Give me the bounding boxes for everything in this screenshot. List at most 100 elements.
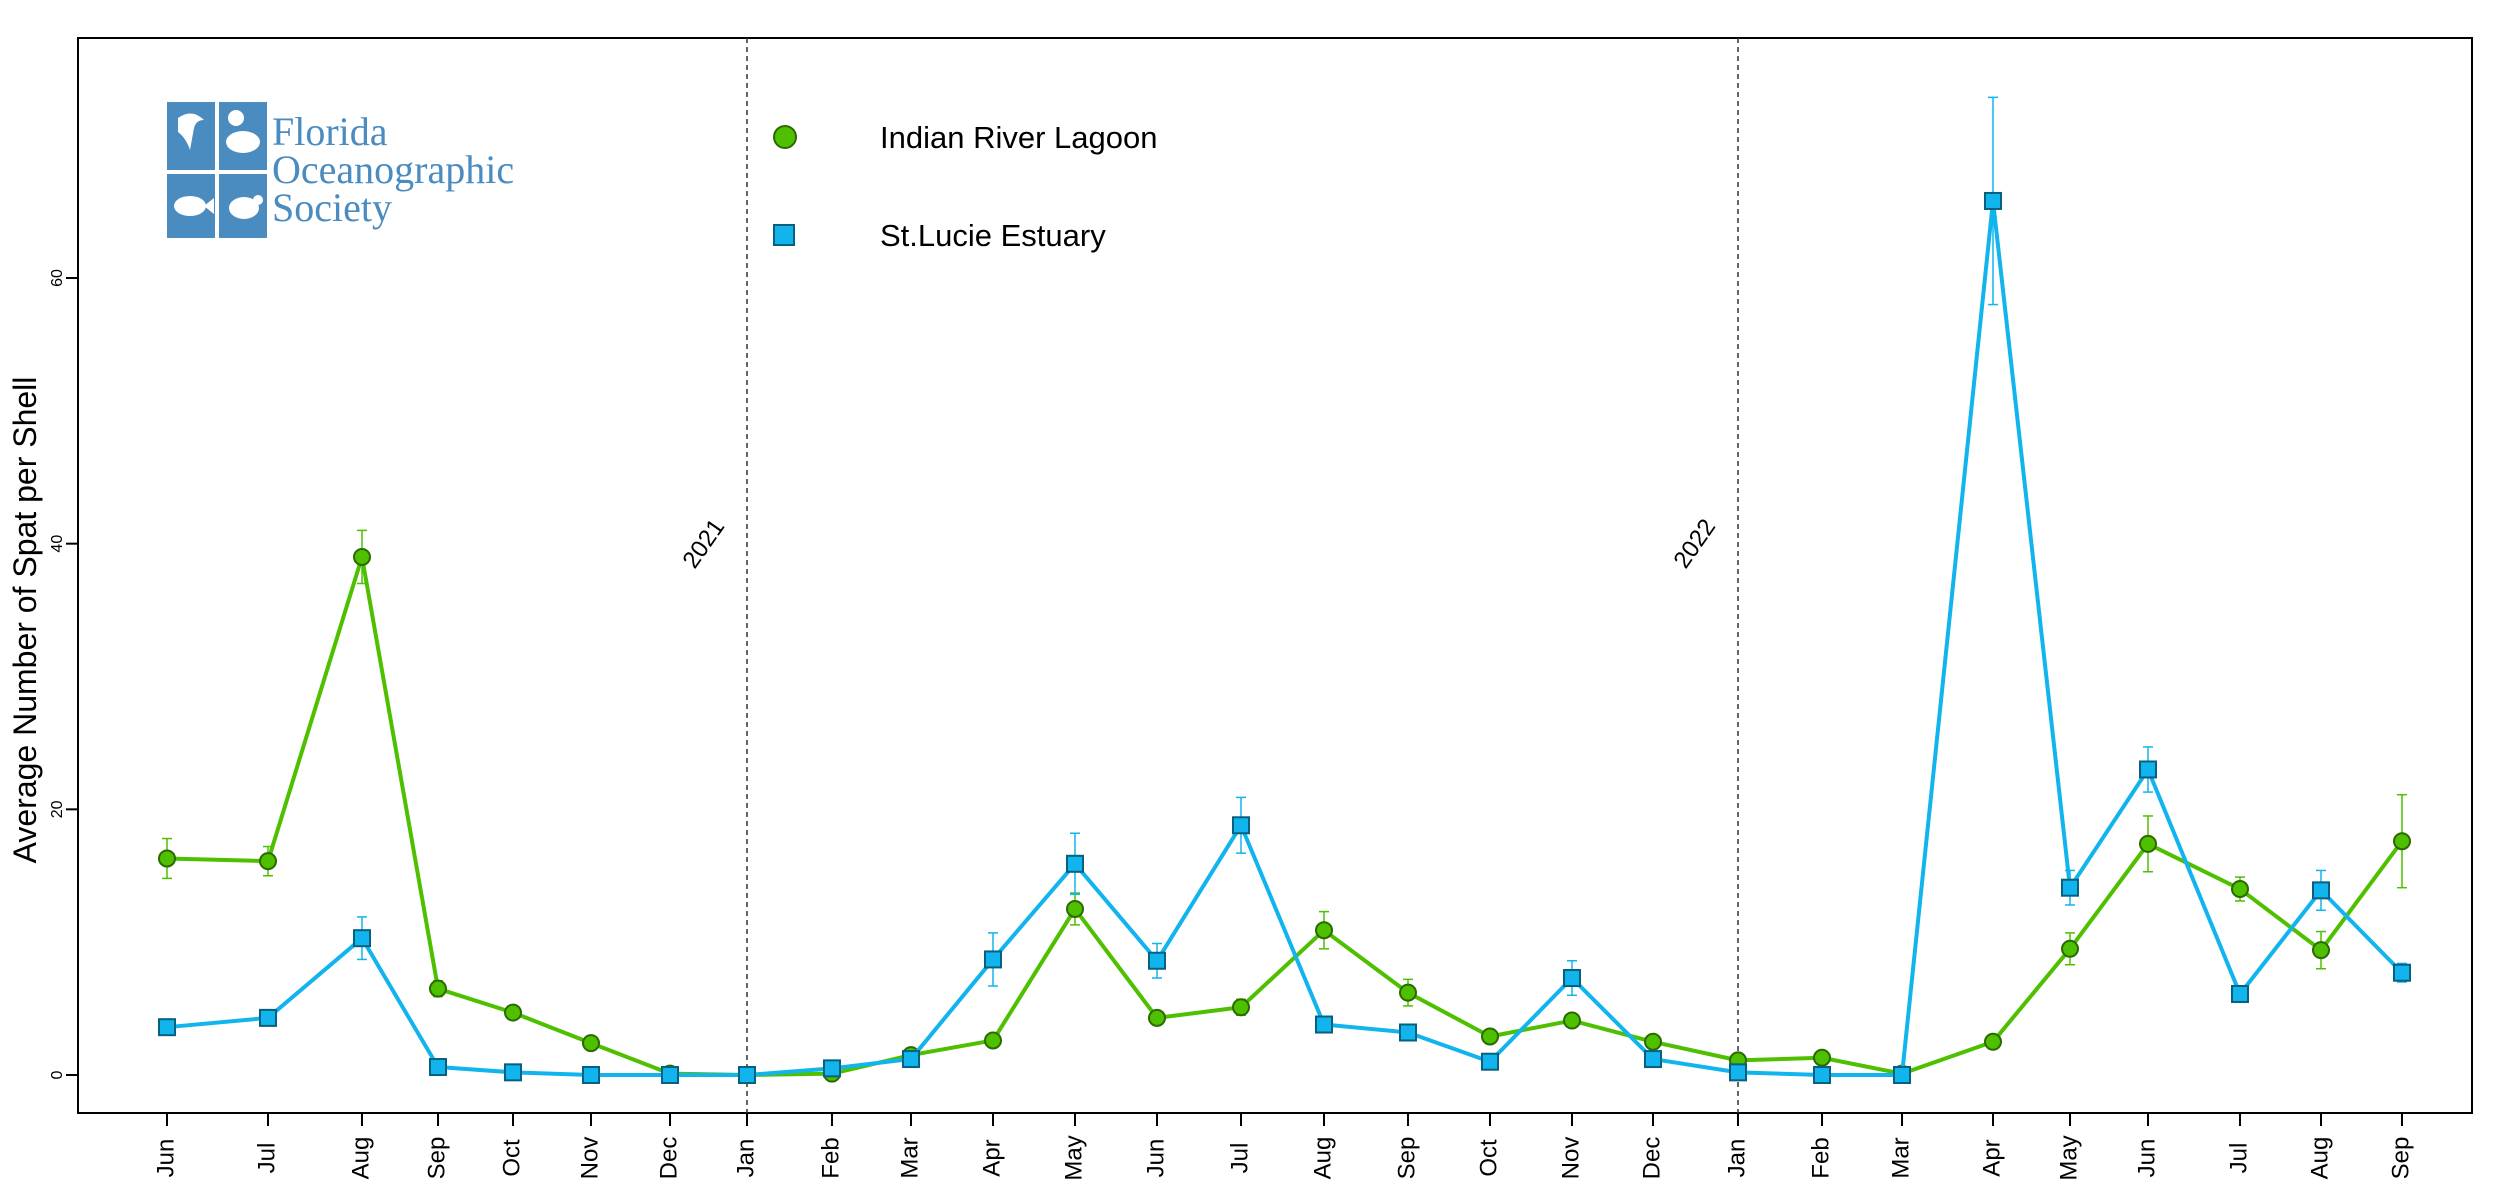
data-point	[429, 1058, 447, 1077]
data-point	[1563, 1011, 1581, 1030]
year-label: 2021	[677, 514, 730, 573]
florida-oceanographic-logo: Florida Oceanographic Society	[167, 102, 514, 238]
plot-frame	[77, 37, 2473, 1114]
x-tick-label: Jan	[1723, 1139, 1750, 1178]
x-tick-label: Feb	[1807, 1137, 1834, 1178]
manatee-head-icon	[228, 110, 244, 126]
data-point	[504, 1063, 522, 1082]
data-point	[2139, 834, 2157, 853]
data-point	[984, 1031, 1002, 1050]
legend-marker-indian-river-lagoon	[773, 125, 797, 149]
x-axis: Jun Jul Aug Sep Oct Nov Dec Jan Feb Mar Apr May Jun J…	[152, 1112, 2414, 1181]
data-point	[1893, 1066, 1911, 1084]
series-line	[166, 198, 2404, 1077]
x-tick-label: Sep	[2387, 1137, 2414, 1180]
data-point	[1315, 1015, 1333, 1034]
series-st-lucie-estuary	[158, 96, 2411, 1084]
year-markers: 2021 2022	[677, 38, 1739, 1113]
data-point	[2231, 880, 2249, 899]
data-point	[1813, 1048, 1831, 1067]
data-point	[504, 1003, 522, 1022]
y-tick-label: 20	[49, 800, 66, 818]
x-tick-label: Jul	[2225, 1143, 2252, 1174]
data-point	[1399, 983, 1417, 1002]
x-tick-label: Mar	[1887, 1137, 1914, 1178]
x-tick-label: Mar	[896, 1137, 923, 1178]
data-point	[582, 1034, 600, 1053]
y-axis-title: Average Number of Spat per Shell	[7, 377, 43, 864]
data-point	[158, 1018, 176, 1037]
legend-marker-st-lucie-estuary	[773, 224, 795, 246]
legend-label-st-lucie-estuary: St.Lucie Estuary	[880, 218, 1106, 253]
data-point	[1148, 951, 1166, 970]
data-point	[1813, 1066, 1831, 1084]
x-tick-label: Aug	[2306, 1137, 2333, 1180]
y-tick-label: 40	[49, 535, 66, 553]
data-point	[2061, 878, 2079, 897]
logo-line-1: Florida	[272, 109, 388, 154]
x-tick-label: Apr	[1978, 1139, 2005, 1176]
x-tick-label: Nov	[1557, 1137, 1584, 1180]
data-point	[1148, 1008, 1166, 1027]
data-point	[1644, 1032, 1662, 1051]
data-point	[738, 1066, 756, 1084]
x-tick-label: Aug	[347, 1137, 374, 1180]
data-point	[259, 1008, 277, 1027]
data-point	[2312, 941, 2330, 960]
data-point	[582, 1066, 600, 1084]
bird-icon	[178, 113, 204, 150]
data-point	[661, 1066, 679, 1084]
legend-label-indian-river-lagoon: Indian River Lagoon	[880, 120, 1157, 155]
x-tick-label: May	[2055, 1135, 2082, 1180]
data-point	[2061, 939, 2079, 958]
data-point	[353, 929, 371, 948]
fish-icon	[174, 196, 206, 216]
logo-line-2: Oceanographic	[272, 147, 514, 192]
data-point	[158, 849, 176, 868]
data-point	[984, 950, 1002, 969]
x-tick-label: Oct	[1475, 1139, 1502, 1177]
series-line	[166, 554, 2404, 1077]
x-tick-label: Jun	[152, 1139, 179, 1178]
data-point	[1066, 854, 1084, 873]
data-point	[353, 547, 371, 566]
y-tick-label: 0	[49, 1070, 66, 1079]
data-point	[1481, 1027, 1499, 1046]
x-tick-label: Jan	[732, 1139, 759, 1178]
data-point	[902, 1050, 920, 1069]
data-point	[823, 1059, 841, 1078]
year-label: 2022	[1668, 514, 1721, 573]
data-point	[2231, 984, 2249, 1003]
data-point	[1563, 969, 1581, 988]
x-tick-label: Jun	[2133, 1139, 2160, 1178]
fish-tail-icon	[204, 198, 214, 214]
data-point	[2312, 881, 2330, 900]
data-point	[2139, 760, 2157, 779]
data-point	[1729, 1063, 1747, 1082]
x-tick-label: Jul	[253, 1143, 280, 1174]
data-point	[1066, 899, 1084, 918]
y-axis: 0 20 40 60	[49, 269, 79, 1079]
y-tick-label: 60	[49, 269, 66, 287]
data-point	[1315, 921, 1333, 940]
x-tick-label: Dec	[1638, 1137, 1665, 1180]
series-layer	[158, 96, 2411, 1084]
data-point	[259, 852, 277, 871]
legend: Indian River Lagoon St.Lucie Estuary	[773, 120, 1157, 253]
turtle-head-icon	[253, 195, 263, 205]
data-point	[1481, 1052, 1499, 1071]
data-point	[1232, 998, 1250, 1017]
logo-line-3: Society	[272, 185, 392, 230]
x-tick-label: Oct	[498, 1139, 525, 1177]
x-tick-label: Apr	[978, 1139, 1005, 1176]
data-point	[1644, 1050, 1662, 1069]
x-tick-label: Jul	[1226, 1143, 1253, 1174]
manatee-icon	[226, 131, 260, 153]
data-point	[1984, 191, 2002, 210]
x-tick-label: May	[1060, 1135, 1087, 1180]
data-point	[2393, 963, 2411, 982]
series-indian-river-lagoon	[158, 529, 2411, 1084]
data-point	[1399, 1023, 1417, 1042]
x-tick-label: Aug	[1309, 1137, 1336, 1180]
